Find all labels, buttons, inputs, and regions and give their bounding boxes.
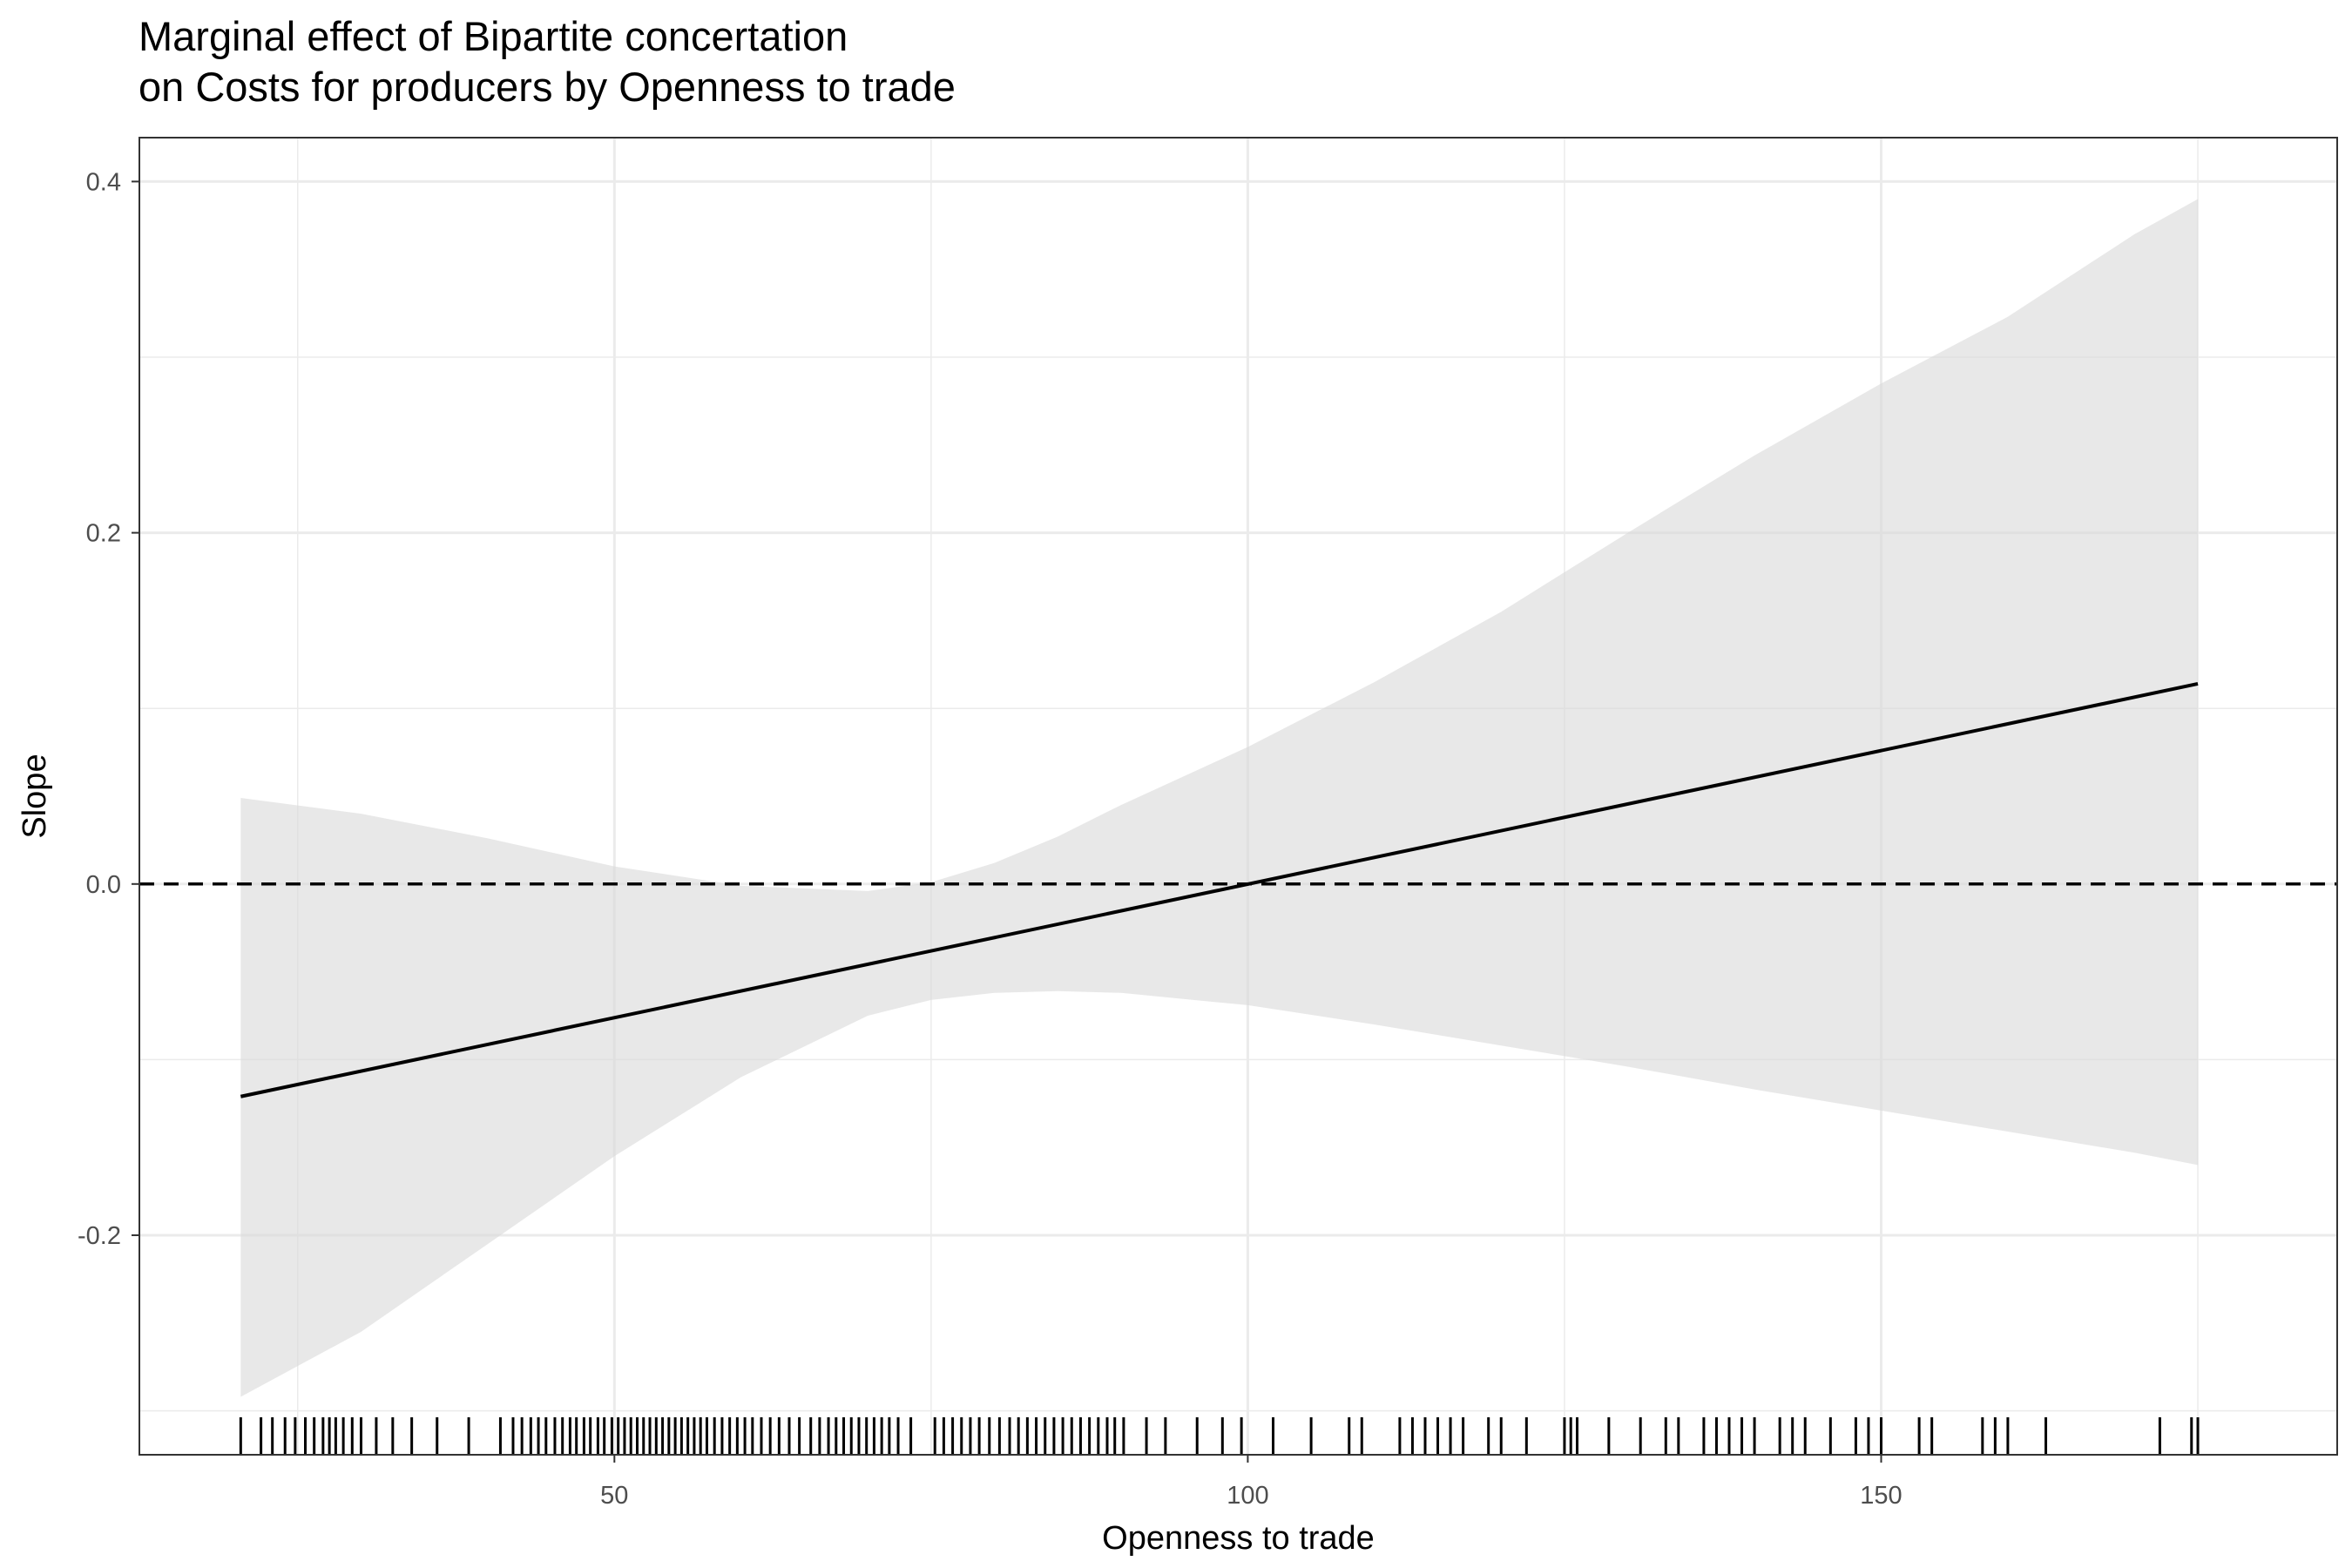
y-tick-label: -0.2 [78,1222,121,1250]
y-tick-label: 0.2 [86,520,121,548]
rug-marks [239,1417,2200,1455]
x-tick-label: 150 [1860,1482,1902,1510]
x-axis-title: Openness to trade [1102,1520,1375,1557]
chart-title-line-1: Marginal effect of Bipartite concertatio… [139,13,848,59]
marginal-effect-line [240,682,2199,1098]
y-tick-label: 0.0 [86,871,121,899]
series-group [240,682,2199,1098]
panel-border [139,137,2338,1456]
x-axis-ticks: 50 100 150 [600,1455,1903,1510]
confidence-band [240,199,2199,1397]
x-tick-label: 100 [1227,1482,1268,1510]
y-axis-title: Slope [17,754,53,838]
y-tick-label: 0.4 [86,168,121,196]
y-axis-ticks: -0.2 0.0 0.2 0.4 [78,168,139,1250]
x-tick-label: 50 [600,1482,628,1510]
chart-title-line-2: on Costs for producers by Openness to tr… [139,64,956,110]
